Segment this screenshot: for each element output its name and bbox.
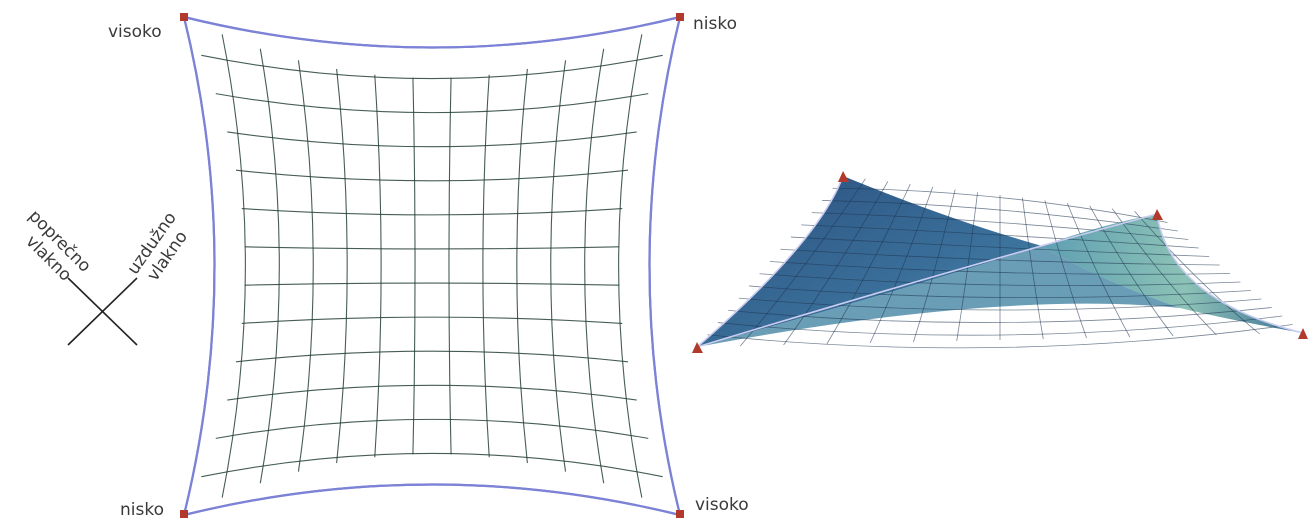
surface-grid-line-a [707, 324, 1293, 349]
fiber-legend: poprečno vlakno uzdužno vlakno [21, 206, 192, 346]
surface-edge-front [696, 213, 1158, 348]
membrane-plan-edge [182, 15, 682, 517]
surface-grid-line-a [832, 187, 1168, 223]
surface-grid-line-b [869, 186, 934, 344]
surface-grid-line-a [811, 212, 1189, 240]
grid-line-horizontal [201, 452, 663, 478]
grid-line-vertical [374, 74, 382, 458]
grid-line-horizontal [227, 384, 637, 401]
surface-grid-line-a [790, 236, 1210, 257]
membrane-grid [201, 34, 663, 498]
grid-line-horizontal [241, 207, 623, 216]
grid-line-horizontal [215, 418, 649, 439]
grid-line-horizontal [227, 131, 637, 148]
grid-line-vertical [259, 48, 280, 484]
anchor-bottom-right [676, 510, 684, 518]
grid-line-vertical [221, 34, 246, 498]
grid-line-horizontal [215, 93, 649, 114]
surface-right-wing [1042, 214, 1303, 333]
surface-edge-left [696, 175, 844, 348]
corner-label-top-right: nisko [693, 14, 737, 34]
grid-line-vertical [482, 74, 490, 458]
surface-grid-line-b [1066, 202, 1131, 338]
surface-edge-right [1156, 213, 1304, 334]
grid-line-vertical [297, 60, 314, 472]
grid-line-horizontal [235, 350, 629, 363]
membrane-plan [182, 15, 682, 517]
grid-line-horizontal [244, 246, 620, 250]
grid-line-vertical [550, 60, 567, 472]
grid-line-vertical [412, 77, 416, 455]
surface-grid-line-a [780, 248, 1220, 266]
surface-grid-line-a [801, 224, 1199, 249]
anchor-3d-right-low [1298, 328, 1308, 339]
surface-grid-line-b [1111, 208, 1217, 336]
grid-line-vertical [618, 34, 643, 498]
corner-label-bottom-right: visoko [695, 495, 749, 515]
grid-line-vertical [448, 77, 452, 455]
grid-line-horizontal [241, 316, 623, 325]
surface-grid-line-b [826, 183, 911, 345]
anchor-3d-right-high [1152, 209, 1163, 220]
grid-line-vertical [516, 68, 528, 464]
corner-label-top-left: visoko [108, 22, 162, 42]
plan-view: visoko nisko nisko visoko [108, 13, 749, 518]
grid-line-vertical [336, 68, 348, 464]
anchor-3d-left [692, 342, 703, 353]
hypar-3d-view [692, 171, 1308, 353]
grid-line-horizontal [235, 169, 629, 182]
surface-grid-line-b [1022, 197, 1044, 340]
surface-left-wing [697, 176, 1042, 347]
corner-label-bottom-left: nisko [120, 500, 164, 518]
surface-grid-line-b [1089, 205, 1174, 337]
longitudinal-fiber-line [67, 277, 138, 346]
anchor-top-right [676, 13, 684, 21]
grid-line-horizontal [201, 54, 663, 80]
anchor-3d-top [838, 171, 849, 182]
surface-grid-line-b [783, 181, 889, 346]
surface-grid-line-b [1044, 200, 1087, 339]
surface-grid [707, 178, 1293, 349]
surface-grid-line-b [1134, 211, 1260, 335]
anchor-top-left [180, 13, 188, 21]
anchor-bottom-left [180, 510, 188, 518]
grid-line-vertical [584, 48, 605, 484]
grid-line-horizontal [244, 282, 620, 286]
surface-grid-line-a [822, 200, 1178, 232]
